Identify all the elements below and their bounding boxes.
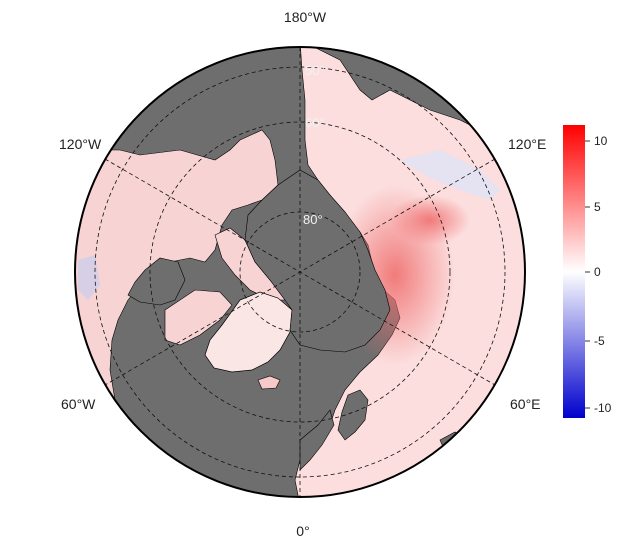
map-disk xyxy=(75,47,525,497)
cool-anomaly-region xyxy=(400,150,500,200)
baffin-island xyxy=(164,289,233,346)
lon-label-top: 180°W xyxy=(284,9,327,25)
lon-label-upper-left: 120°W xyxy=(59,136,102,152)
baltic-sea xyxy=(337,389,369,441)
colorbar-ticks xyxy=(585,140,590,409)
colorbar-tick-10: 10 xyxy=(594,134,608,148)
lat-label-60: 60° xyxy=(305,115,325,130)
lat-label-50: 50° xyxy=(305,63,325,78)
lon-label-bottom: 0° xyxy=(296,523,309,539)
map-border xyxy=(74,46,526,498)
warm-anomaly-region-2 xyxy=(390,195,470,245)
iceland-land xyxy=(257,375,281,390)
colorbar-gradient xyxy=(563,125,585,418)
colorbar-tick-neg5: -5 xyxy=(594,334,605,348)
cool-anomaly-region-2 xyxy=(78,255,100,300)
meridian-lines xyxy=(104,47,496,497)
lon-label-lower-right: 60°E xyxy=(510,396,541,412)
arctic-ocean xyxy=(244,169,391,353)
colorbar-tick-0: 0 xyxy=(594,265,601,279)
lon-label-upper-right: 120°E xyxy=(508,136,546,152)
colorbar-tick-5: 5 xyxy=(594,200,601,214)
hudson-bay xyxy=(127,257,186,306)
norwegian-coast-sea xyxy=(299,409,335,471)
lat-label-80: 80° xyxy=(303,212,323,227)
colorbar-tick-neg10: -10 xyxy=(594,401,612,415)
colorbar: 10 5 0 -5 -10 xyxy=(563,125,612,418)
greenland-land xyxy=(204,291,293,373)
lon-label-lower-left: 60°W xyxy=(61,396,96,412)
